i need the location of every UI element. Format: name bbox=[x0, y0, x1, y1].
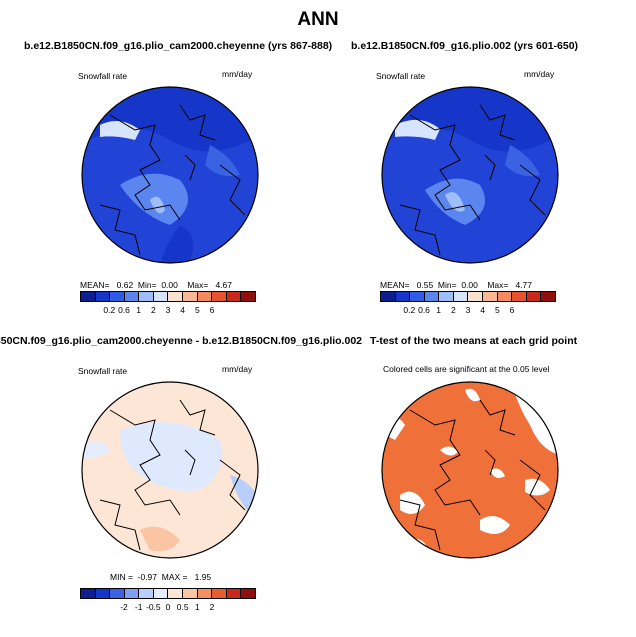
panel-2-title: b.e12.B1850CN.f09_g16.plio.002 (yrs 601-… bbox=[351, 40, 579, 52]
colorbar-swatch bbox=[497, 292, 513, 301]
colorbar-swatch bbox=[168, 589, 184, 598]
colorbar-swatch bbox=[226, 292, 242, 301]
colorbar-tick-label: 0.2 bbox=[103, 305, 116, 315]
figure-title: ANN bbox=[297, 9, 339, 30]
panel-3-colorbar bbox=[80, 588, 256, 599]
panel-4-title: T-test of the two means at each grid poi… bbox=[370, 335, 578, 347]
colorbar-tick-label: 0.6 bbox=[418, 305, 430, 315]
colorbar-swatch bbox=[95, 589, 111, 598]
panel-1-colorbar bbox=[80, 291, 256, 302]
colorbar-swatch bbox=[95, 292, 111, 301]
colorbar-tick-label: 4 bbox=[480, 305, 486, 315]
colorbar-tick-label: 0.5 bbox=[176, 602, 189, 612]
colorbar-tick-label: 1 bbox=[136, 305, 142, 315]
panel-2-units: mm/day bbox=[524, 69, 555, 79]
panel-2-mean: MEAN= 0.55 Min= 0.00 Max= 4.77 bbox=[380, 280, 532, 290]
colorbar-swatch bbox=[212, 292, 227, 301]
colorbar-swatch bbox=[139, 589, 154, 598]
colorbar-swatch bbox=[439, 292, 454, 301]
colorbar-swatch bbox=[153, 589, 169, 598]
colorbar-swatch bbox=[124, 292, 140, 301]
colorbar-swatch bbox=[468, 292, 484, 301]
colorbar-swatch bbox=[424, 292, 440, 301]
panel-3-minmax: MIN = -0.97 MAX = 1.95 bbox=[110, 572, 212, 582]
colorbar-swatch bbox=[110, 589, 125, 598]
panel-1-mean: MEAN= 0.62 Min= 0.00 Max= 4.67 bbox=[80, 280, 232, 290]
colorbar-swatch bbox=[183, 292, 198, 301]
colorbar-tick-label: 3 bbox=[465, 305, 471, 315]
panel-3-title-clip: b.e12.B1850CN.f09_g16.plio_cam2000.cheye… bbox=[0, 330, 362, 346]
colorbar-swatch bbox=[168, 292, 184, 301]
panel-1-variable: Snowfall rate bbox=[78, 71, 128, 81]
panel-3-units: mm/day bbox=[222, 364, 253, 374]
colorbar-tick-label: 1 bbox=[436, 305, 442, 315]
colorbar-swatch bbox=[139, 292, 154, 301]
colorbar-swatch bbox=[241, 292, 255, 301]
colorbar-tick-label: 5 bbox=[194, 305, 200, 315]
colorbar-tick-label: 3 bbox=[165, 305, 171, 315]
colorbar-tick-label: 6 bbox=[209, 305, 215, 315]
colorbar-tick-label: 2 bbox=[209, 602, 215, 612]
panel-1-polar-map bbox=[81, 86, 259, 264]
colorbar-tick-label: 0.2 bbox=[403, 305, 416, 315]
colorbar-swatch bbox=[512, 292, 527, 301]
colorbar-swatch bbox=[81, 589, 96, 598]
colorbar-swatch bbox=[183, 589, 198, 598]
panel-3-title: b.e12.B1850CN.f09_g16.plio_cam2000.cheye… bbox=[0, 335, 362, 346]
colorbar-swatch bbox=[410, 292, 425, 301]
colorbar-tick-label: 2 bbox=[450, 305, 456, 315]
colorbar-tick-label: 0.6 bbox=[118, 305, 130, 315]
colorbar-swatch bbox=[197, 292, 213, 301]
panel-2-colorbar bbox=[380, 291, 556, 302]
colorbar-swatch bbox=[153, 292, 169, 301]
colorbar-swatch bbox=[212, 589, 227, 598]
panel-3-polar-map bbox=[81, 381, 259, 559]
colorbar-swatch bbox=[541, 292, 555, 301]
colorbar-swatch bbox=[197, 589, 213, 598]
colorbar-tick-label: 6 bbox=[509, 305, 515, 315]
colorbar-tick-label: 5 bbox=[494, 305, 500, 315]
colorbar-swatch bbox=[241, 589, 255, 598]
colorbar-swatch bbox=[483, 292, 498, 301]
colorbar-swatch bbox=[526, 292, 542, 301]
colorbar-swatch bbox=[453, 292, 469, 301]
colorbar-swatch bbox=[81, 292, 96, 301]
colorbar-swatch bbox=[226, 589, 242, 598]
colorbar-swatch bbox=[124, 589, 140, 598]
panel-4-polar-map bbox=[381, 381, 559, 559]
colorbar-swatch bbox=[110, 292, 125, 301]
panel-1-units: mm/day bbox=[222, 69, 253, 79]
colorbar-swatch bbox=[381, 292, 396, 301]
panel-2-variable: Snowfall rate bbox=[376, 71, 426, 81]
panel-4-note: Colored cells are significant at the 0.0… bbox=[383, 364, 550, 374]
colorbar-tick-label: 4 bbox=[180, 305, 186, 315]
colorbar-tick-label: -1 bbox=[134, 602, 143, 612]
colorbar-tick-label: 2 bbox=[150, 305, 156, 315]
colorbar-tick-label: -0.5 bbox=[146, 602, 161, 612]
panel-3-variable: Snowfall rate bbox=[78, 366, 128, 376]
colorbar-swatch bbox=[395, 292, 411, 301]
colorbar-tick-label: 0 bbox=[165, 602, 171, 612]
colorbar-tick-label: 1 bbox=[194, 602, 200, 612]
panel-2-polar-map bbox=[381, 86, 559, 264]
colorbar-tick-label: -2 bbox=[120, 602, 128, 612]
panel-1-title: b.e12.B1850CN.f09_g16.plio_cam2000.cheye… bbox=[24, 40, 333, 52]
